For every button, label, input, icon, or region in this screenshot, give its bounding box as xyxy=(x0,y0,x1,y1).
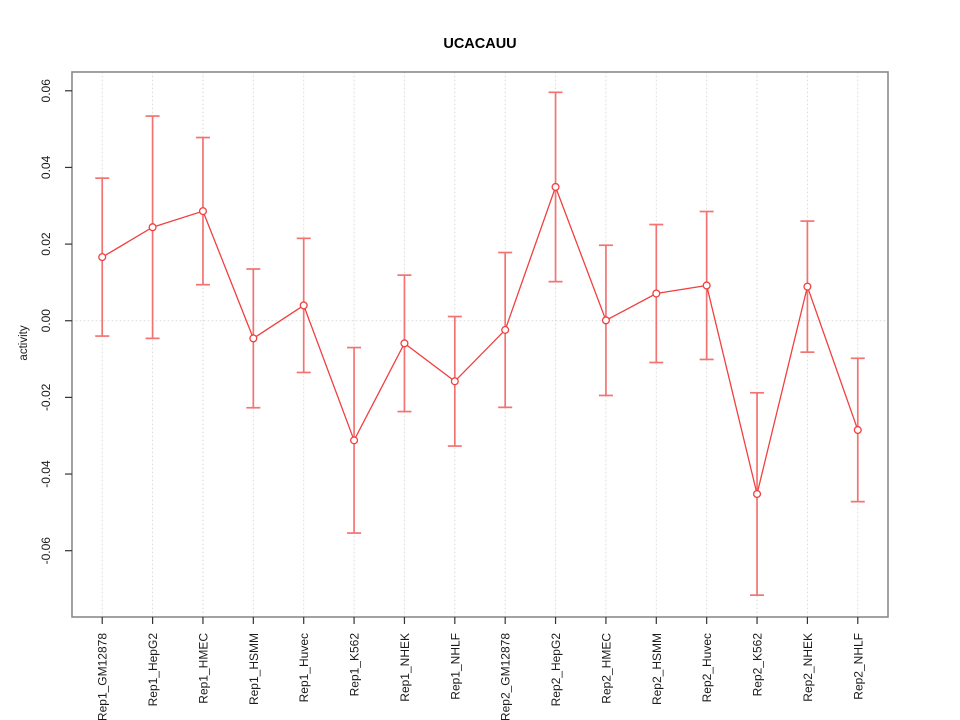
y-tick-label: 0.04 xyxy=(39,155,53,179)
x-tick-label: Rep2_K562 xyxy=(751,633,765,697)
y-tick-label: -0.02 xyxy=(39,383,53,411)
x-tick-label: Rep2_HMEC xyxy=(599,633,613,704)
data-point xyxy=(198,207,208,216)
data-point xyxy=(350,436,359,445)
y-axis-title: activity xyxy=(18,325,30,360)
x-tick-label: Rep1_K562 xyxy=(348,633,362,697)
x-tick-label: Rep1_Huvec xyxy=(297,633,311,702)
x-tick-label: Rep1_HMEC xyxy=(196,633,210,704)
x-tick-label: Rep2_NHLF xyxy=(851,633,865,700)
x-tick-label: Rep2_NHEK xyxy=(801,633,815,702)
plot-border xyxy=(71,71,889,618)
x-tick-label: Rep2_HSMM xyxy=(650,633,664,705)
x-tick-label: Rep1_GM12878 xyxy=(96,633,110,720)
series-line xyxy=(101,185,859,495)
data-point xyxy=(752,489,762,499)
data-point xyxy=(803,282,812,291)
data-point xyxy=(501,325,510,334)
y-tick-label: 0.00 xyxy=(39,309,53,333)
data-point xyxy=(450,377,459,386)
data-point xyxy=(299,301,308,310)
data-point xyxy=(98,253,107,262)
data-point xyxy=(551,182,560,192)
chart-title: UCACAUU xyxy=(443,36,516,52)
y-tick-label: 0.06 xyxy=(39,79,53,103)
data-point xyxy=(601,316,610,325)
data-point xyxy=(652,289,661,298)
chart-layers: 0.06 0.04 0.02 0.00 -0.02 -0.04 -0.06 Rep1_GM12… xyxy=(39,71,889,720)
data-point xyxy=(148,223,157,232)
x-tick-label: Rep1_HSMM xyxy=(247,633,261,705)
data-point xyxy=(400,339,409,348)
y-tick-label: -0.04 xyxy=(39,460,53,488)
x-tick-label: Rep2_HepG2 xyxy=(549,633,563,707)
data-point xyxy=(249,334,258,343)
y-tick-label: -0.06 xyxy=(39,537,53,565)
y-tick-label: 0.02 xyxy=(39,232,53,256)
x-tick-label: Rep1_NHEK xyxy=(398,633,412,702)
x-tick-label: Rep1_HepG2 xyxy=(146,633,160,707)
x-tick-label: Rep1_NHLF xyxy=(448,633,462,700)
x-tick-label: Rep2_Huvec xyxy=(700,633,714,702)
data-point xyxy=(853,425,862,435)
x-tick-label: Rep2_GM12878 xyxy=(499,633,513,720)
data-point xyxy=(702,281,711,290)
